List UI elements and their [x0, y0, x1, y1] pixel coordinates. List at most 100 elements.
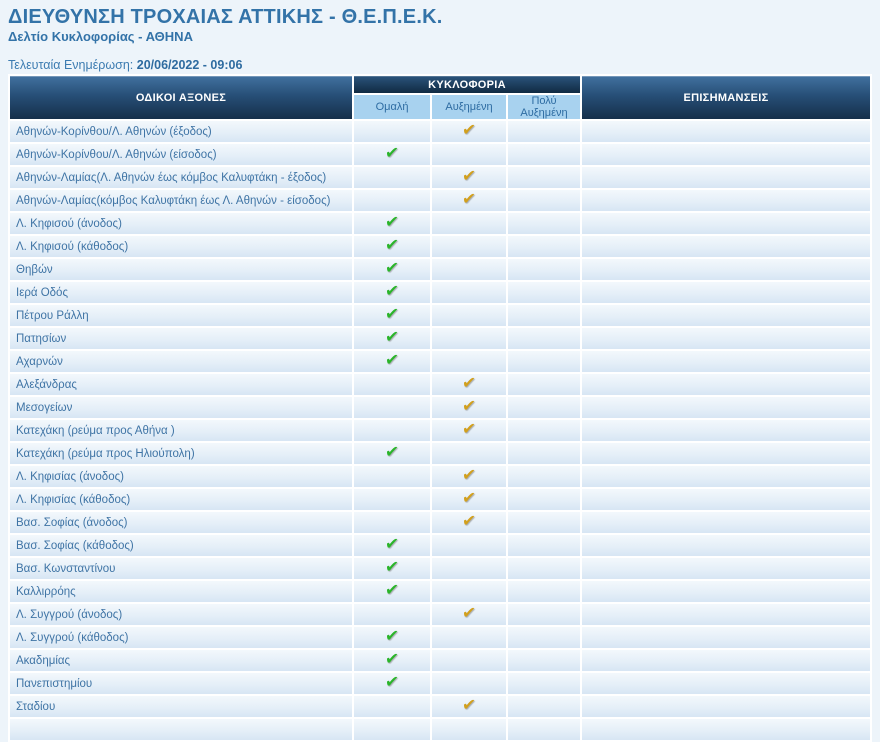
notes-cell	[582, 213, 871, 234]
status-cell-normal: ✔	[354, 673, 430, 694]
last-update-label: Τελευταία Ενημέρωση:	[8, 58, 134, 72]
table-row: Ακαδημίας ✔	[10, 650, 871, 671]
status-cell-very-increased	[508, 282, 581, 303]
check-icon-normal: ✔	[384, 305, 400, 323]
column-header-normal: Ομαλή	[354, 95, 430, 119]
status-cell-very-increased	[508, 627, 581, 648]
check-icon-normal: ✔	[384, 351, 400, 369]
empty-cell	[354, 719, 430, 740]
column-header-road-axes: ΟΔΙΚΟΙ ΑΞΟΝΕΣ	[10, 76, 352, 119]
notes-cell	[582, 328, 871, 349]
road-axis-label: Αθηνών-Λαμίας(κόμβος Καλυφτάκη έως Λ. Αθ…	[10, 190, 352, 211]
notes-cell	[582, 121, 871, 142]
table-row: Θηβών ✔	[10, 259, 871, 280]
status-cell-normal: ✔	[354, 305, 430, 326]
notes-cell	[582, 397, 871, 418]
check-icon-normal: ✔	[384, 627, 400, 645]
table-row: Μεσογείων ✔	[10, 397, 871, 418]
check-icon-increased: ✔	[461, 512, 477, 530]
notes-cell	[582, 374, 871, 395]
status-cell-normal: ✔	[354, 259, 430, 280]
status-cell-very-increased	[508, 144, 581, 165]
notes-cell	[582, 236, 871, 257]
status-cell-increased: ✔	[432, 420, 506, 441]
check-icon-increased: ✔	[461, 489, 477, 507]
road-axis-label: Βασ. Σοφίας (άνοδος)	[10, 512, 352, 533]
status-cell-increased	[432, 144, 506, 165]
table-row: Σταδίου ✔	[10, 696, 871, 717]
road-axis-label: Θηβών	[10, 259, 352, 280]
status-cell-very-increased	[508, 512, 581, 533]
check-icon-normal: ✔	[384, 443, 400, 461]
table-row: Λ. Συγγρού (άνοδος) ✔	[10, 604, 871, 625]
check-icon-normal: ✔	[384, 144, 400, 162]
status-cell-normal	[354, 489, 430, 510]
table-row: Βασ. Σοφίας (άνοδος) ✔	[10, 512, 871, 533]
last-update: Τελευταία Ενημέρωση: 20/06/2022 - 09:06	[8, 58, 872, 73]
check-icon-normal: ✔	[384, 328, 400, 346]
status-cell-normal	[354, 420, 430, 441]
status-cell-normal: ✔	[354, 443, 430, 464]
road-axis-label: Αχαρνών	[10, 351, 352, 372]
road-axis-label: Αθηνών-Κορίνθου/Λ. Αθηνών (είσοδος)	[10, 144, 352, 165]
check-icon-increased: ✔	[461, 167, 477, 185]
road-axis-label: Λ. Κηφισού (άνοδος)	[10, 213, 352, 234]
check-icon-normal: ✔	[384, 581, 400, 599]
notes-cell	[582, 581, 871, 602]
notes-cell	[582, 190, 871, 211]
table-row: Λ. Κηφισίας (άνοδος) ✔	[10, 466, 871, 487]
column-header-traffic-group: ΚΥΚΛΟΦΟΡΙΑ	[354, 76, 581, 93]
status-cell-increased	[432, 305, 506, 326]
table-row: Βασ. Κωνσταντίνου ✔	[10, 558, 871, 579]
notes-cell	[582, 650, 871, 671]
table-row: Λ. Κηφισού (κάθοδος) ✔	[10, 236, 871, 257]
road-axis-label: Ιερά Οδός	[10, 282, 352, 303]
traffic-level-subheader: Ομαλή Αυξημένη Πολύ Αυξημένη	[10, 95, 870, 119]
status-cell-increased: ✔	[432, 374, 506, 395]
status-cell-normal	[354, 190, 430, 211]
empty-cell	[432, 719, 506, 740]
check-icon-normal: ✔	[384, 282, 400, 300]
table-row: Πέτρου Ράλλη ✔	[10, 305, 871, 326]
status-cell-normal	[354, 604, 430, 625]
status-cell-increased	[432, 213, 506, 234]
status-cell-increased: ✔	[432, 489, 506, 510]
last-update-value: 20/06/2022 - 09:06	[136, 58, 243, 72]
table-row: Λ. Κηφισού (άνοδος) ✔	[10, 213, 871, 234]
status-cell-normal: ✔	[354, 213, 430, 234]
status-cell-increased	[432, 581, 506, 602]
notes-cell	[582, 420, 871, 441]
road-axis-label: Αλεξάνδρας	[10, 374, 352, 395]
status-cell-very-increased	[508, 696, 581, 717]
status-cell-increased	[432, 535, 506, 556]
traffic-status-table: ΟΔΙΚΟΙ ΑΞΟΝΕΣ ΚΥΚΛΟΦΟΡΙΑ ΕΠΙΣΗΜΑΝΣΕΙΣ Ομ…	[8, 74, 873, 742]
table-row: Κατεχάκη (ρεύμα προς Ηλιούπολη) ✔	[10, 443, 871, 464]
table-row: Αθηνών-Κορίνθου/Λ. Αθηνών (είσοδος) ✔	[10, 144, 871, 165]
status-cell-increased: ✔	[432, 397, 506, 418]
road-axis-label: Αθηνών-Λαμίας(Λ. Αθηνών έως κόμβος Καλυφ…	[10, 167, 352, 188]
check-icon-increased: ✔	[461, 466, 477, 484]
status-cell-increased	[432, 558, 506, 579]
status-cell-normal	[354, 121, 430, 142]
status-cell-increased	[432, 650, 506, 671]
status-cell-normal: ✔	[354, 558, 430, 579]
table-row: Αχαρνών ✔	[10, 351, 871, 372]
status-cell-very-increased	[508, 305, 581, 326]
status-cell-very-increased	[508, 443, 581, 464]
empty-cell	[582, 719, 871, 740]
empty-cell	[508, 719, 581, 740]
status-cell-increased	[432, 351, 506, 372]
status-cell-increased: ✔	[432, 466, 506, 487]
status-cell-very-increased	[508, 397, 581, 418]
check-icon-increased: ✔	[461, 397, 477, 415]
check-icon-increased: ✔	[461, 190, 477, 208]
column-header-increased: Αυξημένη	[432, 95, 506, 119]
status-cell-very-increased	[508, 489, 581, 510]
status-cell-very-increased	[508, 558, 581, 579]
road-axis-label	[10, 719, 352, 740]
check-icon-normal: ✔	[384, 673, 400, 691]
notes-cell	[582, 489, 871, 510]
status-cell-increased	[432, 282, 506, 303]
notes-cell	[582, 604, 871, 625]
road-axis-label: Βασ. Σοφίας (κάθοδος)	[10, 535, 352, 556]
